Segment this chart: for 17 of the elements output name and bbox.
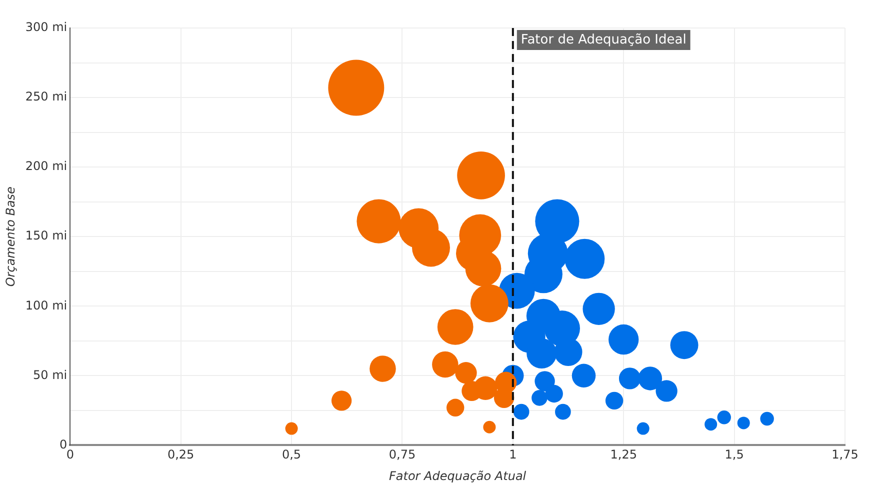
x-tick-label: 0,25 [167,448,194,462]
y-axis-title: Orçamento Base [3,186,18,287]
y-tick-label: 100 mi [25,298,68,312]
y-tick-label: 300 mi [25,20,68,34]
x-tick-label: 1,5 [724,448,744,462]
y-tick-label: 150 mi [25,228,68,243]
x-axis-title: Fator Adequação Atual [388,468,527,483]
x-tick-label: 1,75 [832,448,858,462]
x-tick-label: 0,75 [388,448,416,462]
y-tick-label: 250 mi [25,90,68,104]
y-tick-label: 50 mi [33,368,68,382]
x-tick-label: 1 [509,448,517,462]
x-tick-label: 1,25 [610,448,637,462]
ref-line-label: Fator de Adequação Ideal [520,32,686,48]
y-tick-label: 200 mi [25,159,68,174]
x-tick-label: 0,5 [282,448,302,462]
y-tick-label: 0 [60,437,68,452]
